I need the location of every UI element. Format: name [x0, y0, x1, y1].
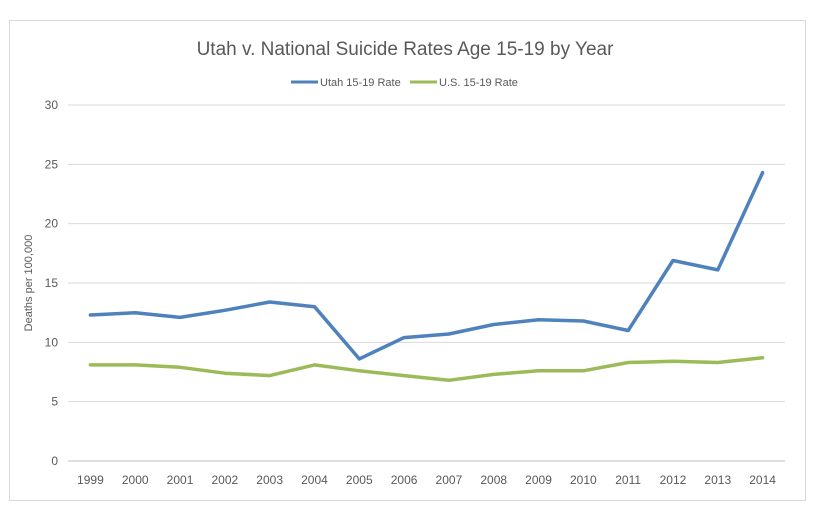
data-point: [761, 171, 765, 175]
y-tick-label: 10: [45, 335, 59, 349]
x-tick-label: 2013: [704, 473, 731, 487]
series-lines: [88, 170, 765, 383]
x-tick-label: 2006: [391, 473, 418, 487]
data-point: [671, 258, 675, 262]
y-tick-label: 5: [51, 395, 58, 409]
legend-label-utah: Utah 15-19 Rate: [320, 77, 401, 89]
data-point: [447, 378, 451, 382]
x-tick-label: 2008: [480, 473, 507, 487]
x-tick-label: 2002: [211, 473, 238, 487]
data-point: [402, 336, 406, 340]
data-point: [716, 268, 720, 272]
data-point: [88, 363, 92, 367]
x-tick-label: 2009: [525, 473, 552, 487]
x-tick-labels: 1999 2000 2001 2002 2003 2004 2005 2006 2007 2008…: [77, 473, 776, 487]
y-tick-label: 30: [45, 98, 59, 112]
data-point: [447, 332, 451, 336]
data-point: [357, 369, 361, 373]
x-tick-label: 2007: [436, 473, 463, 487]
y-tick-labels: 0 5 10 15 20 25 30: [45, 98, 59, 468]
y-tick-label: 25: [45, 157, 59, 171]
data-point: [223, 371, 227, 375]
x-tick-label: 2010: [570, 473, 597, 487]
data-point: [402, 374, 406, 378]
legend: Utah 15-19 Rate U.S. 15-19 Rate: [291, 77, 518, 89]
data-point: [537, 318, 541, 322]
legend-label-us: U.S. 15-19 Rate: [439, 77, 518, 89]
series-line-us: [88, 356, 765, 383]
data-point: [88, 313, 92, 317]
x-tick-label: 2003: [256, 473, 283, 487]
data-point: [716, 361, 720, 365]
data-point: [312, 305, 316, 309]
x-tick-label: 2001: [167, 473, 194, 487]
data-point: [626, 328, 630, 332]
y-axis-label: Deaths per 100,000: [23, 235, 35, 332]
gridlines: [68, 104, 785, 462]
x-tick-label: 2000: [122, 473, 149, 487]
data-point: [537, 369, 541, 373]
data-point: [581, 369, 585, 373]
x-tick-label: 2014: [749, 473, 776, 487]
data-point: [178, 365, 182, 369]
x-tick-label: 2012: [660, 473, 687, 487]
data-point: [178, 315, 182, 319]
data-point: [492, 323, 496, 327]
x-tick-label: 2011: [615, 473, 641, 487]
data-point: [223, 308, 227, 312]
data-point: [133, 363, 137, 367]
data-point: [268, 300, 272, 304]
data-point: [581, 319, 585, 323]
data-point: [312, 363, 316, 367]
y-tick-label: 15: [45, 276, 59, 290]
data-point: [357, 357, 361, 361]
data-point: [133, 311, 137, 315]
data-point: [761, 356, 765, 360]
data-point: [626, 361, 630, 365]
x-tick-label: 1999: [77, 473, 104, 487]
y-tick-label: 20: [45, 217, 59, 231]
data-point: [492, 372, 496, 376]
series-line-utah: [88, 170, 765, 361]
y-tick-label: 0: [51, 454, 58, 468]
x-tick-label: 2005: [346, 473, 373, 487]
x-tick-label: 2004: [301, 473, 328, 487]
chart-title: Utah v. National Suicide Rates Age 15-19…: [197, 39, 615, 60]
data-point: [268, 374, 272, 378]
data-point: [671, 359, 675, 363]
